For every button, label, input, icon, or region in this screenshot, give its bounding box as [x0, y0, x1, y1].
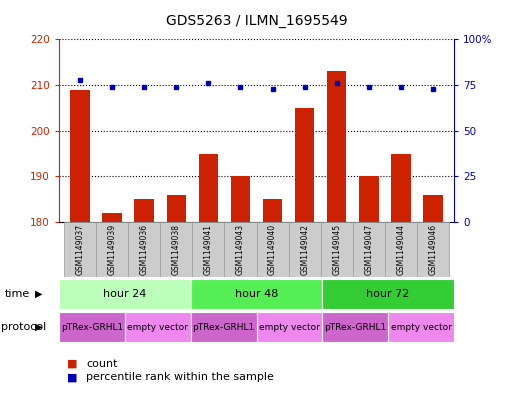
- Text: pTRex-GRHL1: pTRex-GRHL1: [61, 323, 123, 332]
- Text: GSM1149038: GSM1149038: [172, 224, 181, 275]
- Text: GSM1149037: GSM1149037: [75, 224, 84, 275]
- Text: count: count: [86, 358, 117, 369]
- Text: percentile rank within the sample: percentile rank within the sample: [86, 372, 274, 382]
- Text: empty vector: empty vector: [259, 323, 320, 332]
- Bar: [134, 199, 154, 393]
- Bar: [125, 312, 191, 342]
- Text: GSM1149042: GSM1149042: [300, 224, 309, 275]
- Bar: [192, 222, 224, 277]
- Bar: [417, 222, 449, 277]
- Text: GSM1149036: GSM1149036: [140, 224, 149, 275]
- Text: pTRex-GRHL1: pTRex-GRHL1: [324, 323, 386, 332]
- Text: GSM1149045: GSM1149045: [332, 224, 341, 275]
- Bar: [321, 222, 353, 277]
- Text: hour 72: hour 72: [366, 289, 410, 299]
- Bar: [263, 199, 282, 393]
- Text: GSM1149041: GSM1149041: [204, 224, 213, 275]
- Text: hour 48: hour 48: [235, 289, 278, 299]
- Text: hour 24: hour 24: [103, 289, 147, 299]
- Bar: [388, 312, 454, 342]
- Bar: [327, 71, 346, 393]
- Bar: [128, 222, 160, 277]
- Text: ▶: ▶: [35, 289, 43, 299]
- Bar: [64, 222, 96, 277]
- Bar: [385, 222, 417, 277]
- Bar: [322, 279, 454, 309]
- Text: GDS5263 / ILMN_1695549: GDS5263 / ILMN_1695549: [166, 14, 347, 28]
- Text: ■: ■: [67, 372, 77, 382]
- Bar: [256, 222, 289, 277]
- Text: empty vector: empty vector: [391, 323, 451, 332]
- Text: time: time: [5, 289, 30, 299]
- Bar: [256, 312, 322, 342]
- Bar: [59, 279, 191, 309]
- Bar: [199, 154, 218, 393]
- Bar: [191, 312, 256, 342]
- Text: ■: ■: [67, 358, 77, 369]
- Bar: [167, 195, 186, 393]
- Text: GSM1149044: GSM1149044: [397, 224, 405, 275]
- Bar: [424, 195, 443, 393]
- Text: ▶: ▶: [35, 322, 43, 332]
- Bar: [191, 279, 322, 309]
- Bar: [231, 176, 250, 393]
- Bar: [70, 90, 89, 393]
- Bar: [295, 108, 314, 393]
- Text: GSM1149040: GSM1149040: [268, 224, 277, 275]
- Text: GSM1149046: GSM1149046: [429, 224, 438, 275]
- Text: pTRex-GRHL1: pTRex-GRHL1: [192, 323, 255, 332]
- Bar: [59, 312, 125, 342]
- Text: GSM1149047: GSM1149047: [364, 224, 373, 275]
- Text: GSM1149043: GSM1149043: [236, 224, 245, 275]
- Bar: [322, 312, 388, 342]
- Text: empty vector: empty vector: [127, 323, 188, 332]
- Text: protocol: protocol: [1, 322, 46, 332]
- Bar: [353, 222, 385, 277]
- Bar: [160, 222, 192, 277]
- Bar: [391, 154, 410, 393]
- Text: GSM1149039: GSM1149039: [108, 224, 116, 275]
- Bar: [96, 222, 128, 277]
- Bar: [289, 222, 321, 277]
- Bar: [103, 213, 122, 393]
- Bar: [359, 176, 379, 393]
- Bar: [224, 222, 256, 277]
